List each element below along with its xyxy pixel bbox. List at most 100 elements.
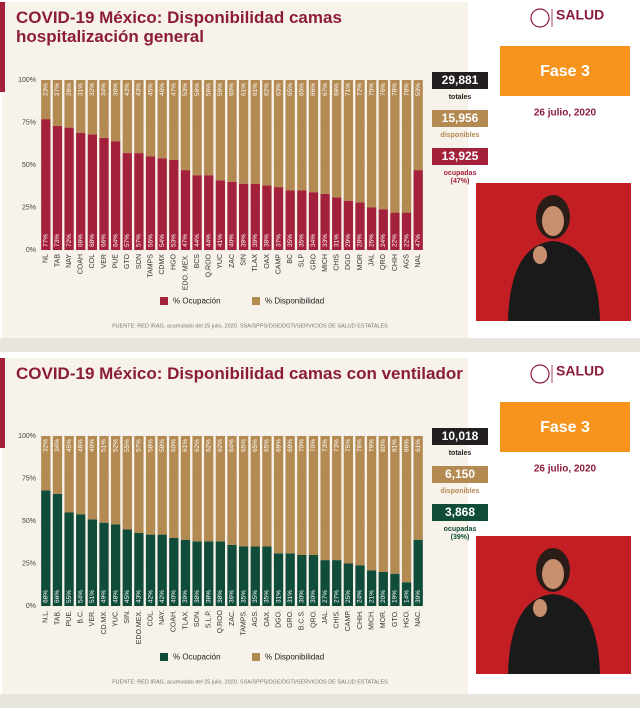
- data-label: 78%: [392, 83, 399, 96]
- data-label: 73%: [322, 439, 329, 452]
- data-label: 53%: [415, 83, 422, 96]
- data-label: 35%: [240, 590, 247, 603]
- x-tick-label: TLAX: [252, 254, 259, 272]
- x-tick-label: Q.ROO: [206, 253, 213, 277]
- data-label: 44%: [205, 234, 212, 247]
- data-label: 73%: [333, 439, 340, 452]
- bar-segment: [87, 134, 98, 250]
- data-label: 31%: [275, 590, 282, 603]
- x-tick-label: NL: [43, 254, 50, 263]
- data-label: 47%: [415, 234, 422, 247]
- decoration: [0, 338, 640, 352]
- data-label: 86%: [403, 439, 410, 452]
- bar-segment: [145, 156, 156, 250]
- bar-segment: [52, 125, 63, 250]
- stat-label: ocupadas: [444, 526, 477, 533]
- y-tick-label: 0%: [26, 247, 36, 254]
- bar-segment: [238, 546, 249, 606]
- data-label: 61%: [182, 439, 189, 452]
- x-tick-label: ZAC.: [229, 610, 236, 626]
- data-label: 47%: [171, 83, 178, 96]
- data-label: 46%: [159, 83, 166, 96]
- bar-segment: [169, 538, 179, 606]
- bar-segment: [273, 187, 284, 250]
- bar-segment: [99, 137, 109, 250]
- data-label: 28%: [357, 234, 364, 247]
- chart-title-box: COVID-19 México: Disponibilidad camas co…: [16, 364, 463, 383]
- decoration: [542, 559, 564, 589]
- bar-segment: [169, 159, 179, 250]
- data-label: 33%: [322, 234, 329, 247]
- data-label: 34%: [310, 234, 317, 247]
- data-label: 70%: [299, 439, 306, 452]
- x-tick-label: CHIS: [334, 254, 341, 271]
- stat-box: [432, 428, 488, 445]
- x-tick-label: QRO: [380, 253, 387, 270]
- data-label: 27%: [322, 590, 329, 603]
- bar-segment: [238, 183, 249, 250]
- data-label: 38%: [264, 234, 271, 247]
- bar-segment: [250, 436, 260, 547]
- bar-segment: [297, 80, 307, 191]
- data-label: 65%: [264, 439, 271, 452]
- data-label: 25%: [345, 590, 352, 603]
- y-tick-label: 100%: [18, 77, 36, 84]
- data-label: 65%: [240, 439, 247, 452]
- data-label: 73%: [54, 234, 61, 247]
- bar-segment: [332, 436, 342, 561]
- bar-segment: [52, 493, 63, 606]
- x-tick-label: AGS.: [252, 610, 259, 627]
- stat-box: [432, 504, 488, 521]
- stat-box: [432, 72, 488, 89]
- bar-segment: [390, 436, 400, 574]
- x-tick-label: NAL: [415, 254, 422, 268]
- bar-segment: [52, 80, 63, 126]
- data-label: 34%: [101, 83, 108, 96]
- data-label: 65%: [252, 439, 259, 452]
- bar-segment: [355, 202, 365, 250]
- bar-segment: [180, 170, 191, 250]
- bar-segment: [355, 436, 365, 566]
- x-tick-label: TAMPS.: [240, 610, 247, 636]
- x-tick-label: PUE.: [66, 610, 73, 626]
- decoration: [0, 2, 5, 92]
- data-label: 58%: [159, 439, 166, 452]
- x-tick-label: SLP: [299, 254, 306, 268]
- bar-segment: [343, 200, 354, 250]
- data-label: 28%: [66, 83, 73, 96]
- data-label: 40%: [229, 234, 236, 247]
- data-label: 43%: [136, 590, 143, 603]
- data-label: 68%: [43, 590, 50, 603]
- bar-segment: [390, 573, 400, 606]
- bar-segment: [215, 541, 226, 606]
- bar-segment: [122, 436, 132, 530]
- bar-segment: [413, 80, 423, 171]
- data-label: 14%: [403, 590, 410, 603]
- chart-title-box: COVID-19 México: Disponibilidad camas ho…: [16, 8, 342, 46]
- stat-label: totales: [449, 450, 472, 457]
- y-tick-label: 50%: [22, 518, 36, 525]
- x-tick-label: ZAC: [229, 254, 236, 268]
- decoration: [533, 599, 547, 617]
- bar-segment: [169, 80, 179, 160]
- bar-segment: [192, 175, 202, 250]
- bar-segment: [180, 80, 191, 171]
- data-label: 62%: [194, 439, 201, 452]
- stat-label: disponibles: [441, 132, 480, 139]
- data-label: 38%: [217, 590, 224, 603]
- x-tick-label: DGO.: [275, 610, 282, 628]
- bar-segment: [122, 80, 132, 154]
- data-label: 48%: [112, 590, 119, 603]
- date: 26 julio, 2020: [534, 464, 597, 475]
- bar-segment: [192, 541, 202, 606]
- bar-segment: [157, 436, 167, 535]
- bar-segment: [134, 80, 144, 154]
- y-tick-label: 25%: [22, 204, 36, 211]
- data-label: 25%: [368, 234, 375, 247]
- data-label: 29%: [345, 234, 352, 247]
- data-label: 55%: [124, 439, 131, 452]
- logo-text: SALUD: [556, 7, 604, 23]
- bar-segment: [134, 532, 144, 606]
- data-label: 57%: [136, 439, 143, 452]
- bar-segment: [366, 436, 377, 571]
